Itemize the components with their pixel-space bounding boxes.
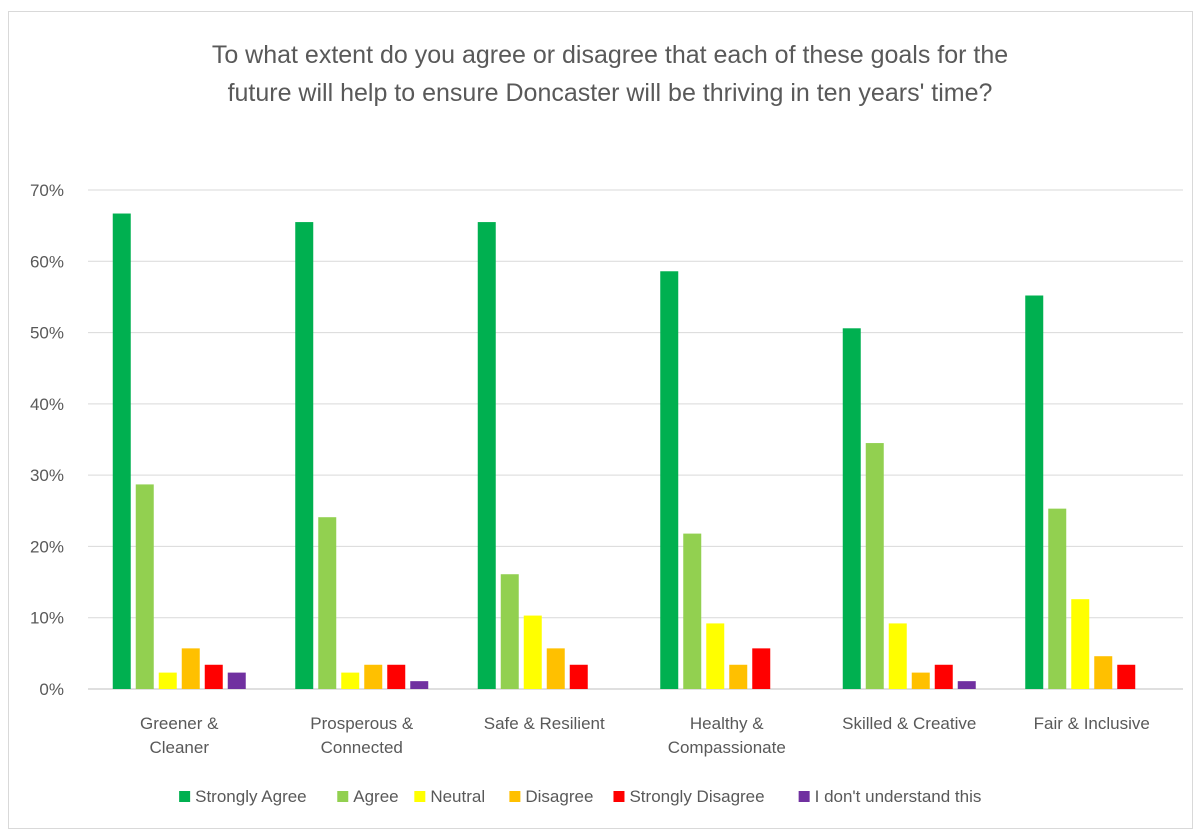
x-tick-label: Fair & Inclusive [1034,714,1150,733]
bar [934,664,953,689]
bar [865,443,884,689]
bar [410,681,429,689]
y-tick-label: 30% [30,466,64,485]
bar [706,623,725,689]
bar [158,672,177,689]
bar [1071,599,1090,689]
bar [888,623,907,689]
y-tick-label: 10% [30,609,64,628]
legend-swatch [509,791,521,802]
bar [227,672,246,689]
bar [752,648,771,689]
bar [341,672,360,689]
legend-label: Neutral [430,787,485,806]
bar [135,484,154,689]
legend-label: I don't understand this [815,787,982,806]
legend-swatch [798,791,810,802]
bar [546,648,565,689]
chart-title: To what extent do you agree or disagree … [211,41,1009,107]
x-tick-label: Greener & Cleaner [140,714,219,757]
y-tick-label: 40% [30,395,64,414]
y-tick-label: 60% [30,252,64,271]
bar [523,615,542,689]
y-tick-label: 50% [30,324,64,343]
legend-label: Strongly Agree [195,787,307,806]
x-tick-label: Safe & Resilient [484,714,605,733]
bar [500,574,519,689]
bar [911,672,930,689]
bar [683,533,702,689]
x-tick-label: Prosperous & Connected [310,714,414,757]
legend-label: Disagree [525,787,593,806]
bar [660,271,679,689]
bar [1117,664,1136,689]
bar [477,222,496,690]
legend-label: Strongly Disagree [629,787,764,806]
bar [1048,508,1067,689]
y-tick-label: 20% [30,537,64,556]
bar [387,664,406,689]
bar [318,517,337,689]
x-tick-label: Healthy & Compassionate [668,714,786,757]
bar [204,664,223,689]
y-tick-label: 0% [39,680,64,699]
bar [1094,656,1113,689]
y-tick-label: 70% [30,181,64,200]
bar [112,213,131,689]
legend-label: Agree [353,787,398,806]
bar [1025,295,1044,689]
bar [842,328,861,689]
bar [569,664,588,689]
legend-swatch [414,791,426,802]
bar [181,648,200,689]
bar [295,222,314,690]
chart-frame [8,11,1193,829]
legend-swatch [613,791,625,802]
bar [364,664,383,689]
bar [729,664,748,689]
legend-swatch [337,791,349,802]
x-tick-label: Skilled & Creative [842,714,976,733]
bar [957,681,976,689]
legend-swatch [179,791,191,802]
